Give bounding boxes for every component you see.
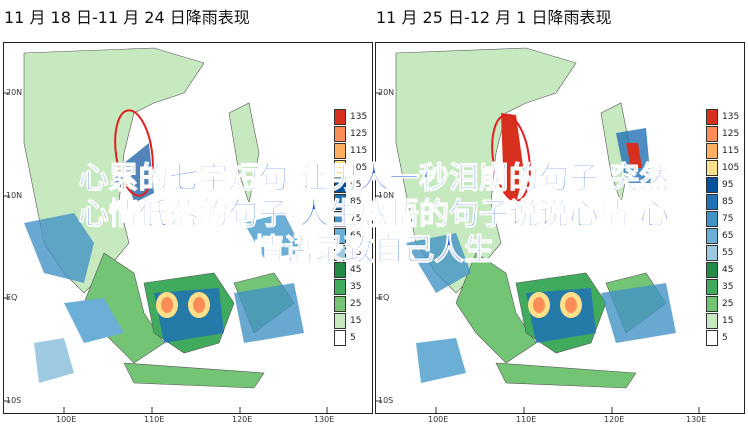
legend-value: 15 <box>722 316 734 326</box>
legend-swatch <box>334 279 346 295</box>
overlay-text-line-1: 心累的七字短句 让男人一秒泪崩的句子 突然 <box>78 161 670 196</box>
lon-label-120e: 120E <box>604 415 625 424</box>
lat-label-10n: 10N <box>6 191 23 200</box>
legend-value: 75 <box>722 214 734 224</box>
legend-value: 55 <box>350 248 362 258</box>
lon-label-120e: 120E <box>232 415 253 424</box>
lon-label-110e: 110E <box>144 415 165 424</box>
legend-value: 65 <box>350 231 362 241</box>
legend-swatch <box>706 109 718 125</box>
legend-value: 25 <box>722 299 734 309</box>
legend-value: 125 <box>350 129 368 139</box>
lat-label-20n: 20N <box>378 88 395 97</box>
legend-swatch <box>334 143 346 159</box>
panel-title-left: 11 月 18 日-11 月 24 日降雨表现 <box>4 8 250 27</box>
legend-value: 95 <box>350 180 362 190</box>
legend-swatch <box>706 160 718 176</box>
legend-swatch <box>334 245 346 261</box>
lat-label-10s: 10S <box>6 396 22 405</box>
legend-value: 85 <box>350 197 362 207</box>
legend-value: 45 <box>722 265 734 275</box>
legend-swatch <box>334 194 346 210</box>
legend-value: 25 <box>350 299 362 309</box>
rainfall-map-left: 20N 10N EQ 10S 100E 110E 120E 130E 135 12… <box>3 42 373 424</box>
legend-swatch <box>334 211 346 227</box>
legend-value: 85 <box>722 197 734 207</box>
lon-label-100e: 100E <box>428 415 449 424</box>
legend-value: 115 <box>350 146 368 156</box>
legend-swatch <box>334 126 346 142</box>
lat-label-10s: 10S <box>378 396 394 405</box>
legend-value: 5 <box>722 333 728 343</box>
legend-swatch <box>706 143 718 159</box>
lon-label-100e: 100E <box>56 415 77 424</box>
legend-value: 15 <box>350 316 362 326</box>
highlight-circle-right <box>491 114 531 202</box>
panel-title-right: 11 月 25 日-12 月 1 日降雨表现 <box>376 8 612 27</box>
legend-value: 75 <box>350 214 362 224</box>
lon-label-130e: 130E <box>686 415 707 424</box>
rainfall-map-right: 20N 10N EQ 10S 100E 110E 120E 130E 135 12… <box>375 42 745 424</box>
legend-swatch <box>706 313 718 329</box>
overlay-text-line-3: 情语录致自己人生 <box>254 233 495 268</box>
legend-value: 135 <box>722 112 740 122</box>
legend-swatch <box>334 177 346 193</box>
legend-swatch <box>706 330 718 346</box>
legend-value: 55 <box>722 248 734 258</box>
highlight-circle-left <box>114 109 154 197</box>
legend-value: 45 <box>350 265 362 275</box>
legend-swatch <box>334 313 346 329</box>
lat-label-20n: 20N <box>6 88 23 97</box>
legend-swatch <box>706 279 718 295</box>
legend-swatch <box>334 228 346 244</box>
legend-value: 105 <box>350 163 368 173</box>
lat-label-eq: EQ <box>378 293 390 302</box>
legend-value: 65 <box>722 231 734 241</box>
legend-value: 105 <box>722 163 740 173</box>
legend-swatch <box>706 177 718 193</box>
legend-swatch <box>706 262 718 278</box>
overlay-text-line-2: 心情低落的句子 人生感悟的句子说说心情 心 <box>78 197 670 232</box>
legend-swatch <box>706 126 718 142</box>
legend-swatch <box>334 296 346 312</box>
legend-swatch <box>706 228 718 244</box>
legend-swatch <box>334 160 346 176</box>
legend-swatch <box>334 262 346 278</box>
legend-value: 115 <box>722 146 740 156</box>
lon-label-110e: 110E <box>516 415 537 424</box>
legend-value: 95 <box>722 180 734 190</box>
legend-value: 5 <box>350 333 356 343</box>
lat-label-10n: 10N <box>378 191 395 200</box>
lat-label-eq: EQ <box>6 293 18 302</box>
legend-value: 125 <box>722 129 740 139</box>
map-canvas-left <box>4 47 328 413</box>
legend-swatch <box>706 194 718 210</box>
legend-swatch <box>334 109 346 125</box>
legend-swatch <box>706 245 718 261</box>
legend-swatch <box>706 296 718 312</box>
legend-value: 35 <box>350 282 362 292</box>
lon-label-130e: 130E <box>314 415 335 424</box>
map-canvas-right <box>376 47 700 413</box>
legend-value: 35 <box>722 282 734 292</box>
legend-value: 135 <box>350 112 368 122</box>
legend-swatch <box>334 330 346 346</box>
legend-swatch <box>706 211 718 227</box>
